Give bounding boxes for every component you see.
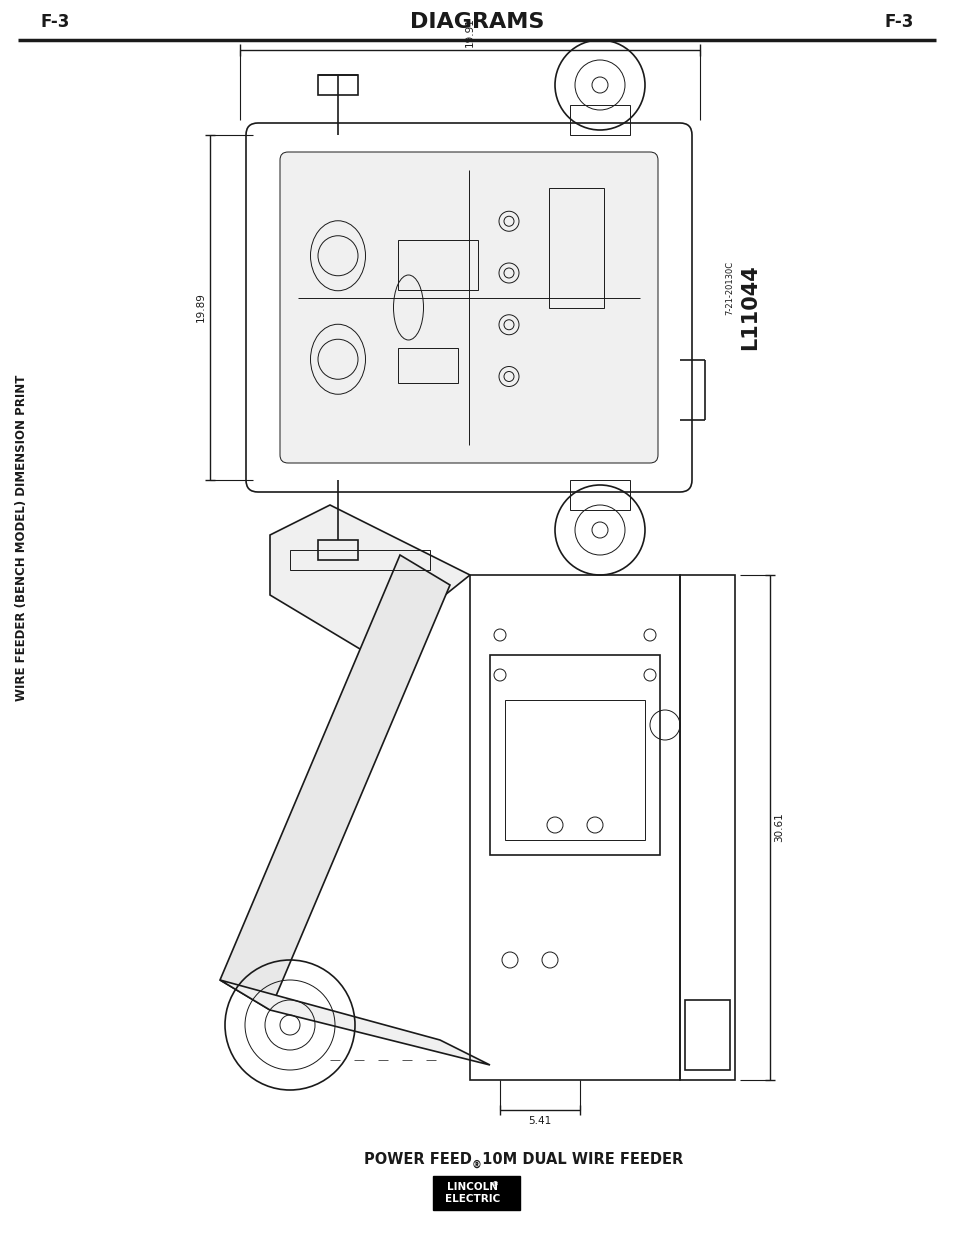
FancyBboxPatch shape bbox=[433, 1176, 520, 1210]
Bar bbox=[548, 188, 603, 308]
Bar bbox=[317, 540, 357, 559]
Bar bbox=[684, 1000, 729, 1070]
Text: L11044: L11044 bbox=[740, 264, 760, 351]
Bar bbox=[569, 105, 629, 135]
FancyBboxPatch shape bbox=[280, 152, 658, 463]
Text: F-3: F-3 bbox=[40, 14, 70, 31]
Text: F-3: F-3 bbox=[883, 14, 913, 31]
Text: 7-21-20130C: 7-21-20130C bbox=[724, 261, 734, 315]
Bar bbox=[317, 75, 357, 95]
Polygon shape bbox=[270, 505, 470, 655]
Text: POWER FEED: POWER FEED bbox=[364, 1152, 472, 1167]
Bar bbox=[569, 480, 629, 510]
Text: 30.61: 30.61 bbox=[773, 813, 783, 842]
Text: ®: ® bbox=[472, 1160, 481, 1170]
Text: LINCOLN: LINCOLN bbox=[447, 1182, 498, 1192]
Text: ®: ® bbox=[492, 1181, 499, 1187]
Text: 5.41: 5.41 bbox=[528, 1116, 551, 1126]
Text: 10M DUAL WIRE FEEDER: 10M DUAL WIRE FEEDER bbox=[476, 1152, 682, 1167]
Text: 19.89: 19.89 bbox=[195, 293, 206, 322]
Polygon shape bbox=[220, 555, 450, 1010]
Text: DIAGRAMS: DIAGRAMS bbox=[410, 12, 543, 32]
Bar bbox=[504, 700, 644, 840]
Bar bbox=[490, 655, 659, 855]
Polygon shape bbox=[220, 981, 490, 1065]
Text: WIRE FEEDER (BENCH MODEL) DIMENSION PRINT: WIRE FEEDER (BENCH MODEL) DIMENSION PRIN… bbox=[15, 374, 29, 700]
Bar bbox=[397, 348, 457, 383]
Text: 19.91: 19.91 bbox=[464, 17, 475, 47]
Bar bbox=[470, 576, 679, 1079]
Bar bbox=[290, 550, 430, 571]
Bar bbox=[397, 241, 477, 290]
Bar bbox=[679, 576, 734, 1079]
Text: ELECTRIC: ELECTRIC bbox=[445, 1194, 500, 1204]
